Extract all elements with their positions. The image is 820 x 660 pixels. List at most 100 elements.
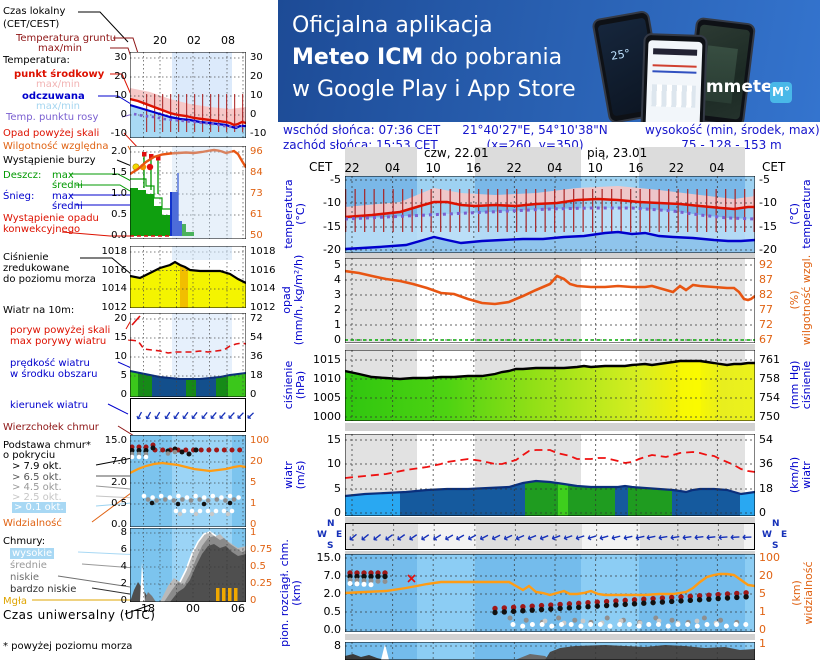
cloud-cover-chart-partial [345,642,755,660]
cloud-extent-visibility-chart [345,554,755,632]
label-okt-25: > 2.5 okt. [12,492,62,503]
label-cisnienie: Ciśnienie [3,252,49,263]
mini-opad-chart [130,146,246,239]
mini-cisnienie-ticks-right: 1018 1016 1014 1012 [250,246,276,313]
label-punkt-srodkowy: punkt środkowy [14,69,105,80]
label-okt-45: > 4.5 okt. [12,482,62,493]
mini-chmury-chart [130,435,246,527]
label-okt-79: > 7.9 okt. [12,461,62,472]
banner-line1: Oficjalna aplikacja [292,13,493,38]
opad-axis-title-left: opad (mm/h, kg/m²/h) [280,254,305,346]
logo-m-badge: M° [770,82,792,103]
mini-pokrycie-ticks-right: 1 0.75 0.5 0.25 0 [250,527,273,606]
mini-wiatr-ticks-left: 20 15 10 5 0 [114,313,127,400]
label-kierunek: kierunek wiatru [10,400,89,411]
banner-line2-rest: do pobrania [423,45,563,70]
night-band [640,524,744,549]
label-temperatura: Temperatura: [3,55,70,66]
precipitation-humidity-chart [345,258,755,343]
label-odczuwana: odczuwana [22,91,85,102]
label-burza: Wystąpienie burzy [3,155,96,166]
temp-ticks-left: -5 -10 -15 -20 [323,173,341,256]
visibility-ticks-right: 100 20 5 1 0 [759,551,780,636]
label-maxmin-blue: max/min [36,101,81,112]
humidity-axis-title-right: (%) wilgotność wzgl. [788,254,813,346]
pressure-axis-title-right: (mm Hg) ciśnienie [788,360,813,410]
pressure-ticks-right: 761 758 754 750 [759,353,780,423]
label-maxmin-pink: max/min [36,79,81,90]
label-punkt-rosy: Temp. punktu rosy [6,112,99,123]
label-snieg-sredni: średni [52,201,83,212]
temp-ticks-right: -5 -10 -15 -20 [759,173,777,256]
wind-ticks-right: 54 36 18 0 [759,433,773,519]
banner-line3: w Google Play i App Store [292,77,576,102]
label-snieg: Śnieg: [3,191,35,202]
mini-wind-direction-arrows: ← ← ← ← ← ← ← ← ← ← ← ← ← [131,407,259,423]
chart-separator [345,344,755,350]
label-mgla: Mgła [3,596,27,607]
label-wierzcholek: Wierzchołek chmur [3,422,99,433]
cloud-axis-title-left: pion. rozciągł. chm. (km) [278,539,303,647]
label-czas-utc: Czas uniwersalny (UTC) [3,608,156,622]
wind-direction-chart: ← ← ← ← ← ← ← ← ← ← ← ← ← ← ← ← ← ← ← ← ← ← ← ← ← ← ← ← ← ← ← ← ← ← [345,523,755,550]
mini-chmury-ticks-left: 15.0 7.0 2.0 0.5 0.0 [104,435,127,530]
label-deszcz-max: max [52,170,74,181]
banner-line2: Meteo ICM do pobrania [292,47,562,69]
label-przypis: * powyżej poziomu morza [3,641,133,652]
mini-temp-ticks-right: 30 20 10 0 -10 [250,52,267,139]
app-promo-banner[interactable]: Oficjalna aplikacja Meteo ICM do pobrani… [278,0,820,122]
mini-time-bottom-ticks: 18 00 06 [141,602,245,615]
label-opad-powyzej-skali: Opad powyżej skali [3,128,100,139]
label-temperatura-gruntu-maxmin: max/min [38,43,83,54]
cover-tick-right: 1 [759,637,766,650]
label-temperatura-gruntu: Temperatura gruntu [16,33,117,44]
phone-temp-reading: 25° [609,46,632,63]
night-band [475,147,581,176]
chart-separator [345,516,755,523]
label-czas-lokalny-2: (CET/CEST) [3,19,60,30]
visibility-axis-title-right: (km) widzialność [790,561,815,625]
label-cisnienie-2: zredukowane [3,263,70,274]
cloud-ticks-left: 15.0 7.0 2.0 0.5 0.0 [316,551,342,636]
label-niskie: niskie [10,572,40,583]
wind-chart [345,434,755,516]
pressure-axis-title-left: ciśnienie (hPa) [282,360,307,410]
mini-cisnienie-chart [130,246,246,308]
label-bardzo-niskie: bardzo niskie [10,584,77,595]
label-snieg-max: max [52,191,74,202]
temp-axis-title-left: temperatura (°C) [282,179,307,249]
label-wilgotnosc: Wilgotność względna [3,141,109,152]
label-widzialnosc: Widzialność [3,518,62,529]
wind-direction-arrows: ← ← ← ← ← ← ← ← ← ← ← ← ← ← ← ← ← ← ← ← ← ← ← ← ← ← ← ← ← ← ← ← ← ← [344,527,753,546]
label-okt-01: > 0.1 okt. [12,502,66,513]
chart-separator [345,550,755,554]
label-poryw-powyzej: poryw powyżej skali [10,325,111,336]
mini-temp-ticks-left: 30 20 10 0 -10 [110,52,127,139]
temperature-chart [345,176,755,253]
sunrise-info: wschód słońca: 07:36 CET [283,123,441,137]
wind-ticks-left: 15 10 5 0 [327,433,341,519]
cet-label-right: CET [762,160,786,174]
mini-opad-ticks-right: 96 84 73 61 50 [250,146,263,241]
label-wiatr-10m: Wiatr na 10m: [3,305,75,316]
wind-axis-title-right: (km/h) wiatr [788,456,813,494]
chart-separator [345,253,755,258]
label-max-porywy: max porywy wiatru [10,336,107,347]
mini-chmury-ticks-right: 100 20 5 1 0 [250,435,270,530]
label-srednie: średnie [10,560,47,571]
label-predkosc: prędkość wiatru [10,358,90,369]
wind-axis-title-left: wiatr (m/s) [282,460,307,490]
label-deszcz: Deszcz: [3,170,42,181]
altitude-label: wysokość (min, środek, max) [645,123,820,137]
label-opad-konwekcyjny: Wystąpienie opadu [3,213,99,224]
label-podstawa-2: o pokryciu [3,450,56,461]
banner-app-name: Meteo ICM [292,45,424,70]
cet-label-left: CET [309,160,333,174]
mini-time-top-ticks: 20 02 08 [153,34,235,47]
date-day2: pią, 23.01 [587,146,648,160]
pressure-ticks-left: 1015 1010 1005 1000 [313,353,341,423]
label-podstawa: Podstawa chmur* [3,440,91,451]
